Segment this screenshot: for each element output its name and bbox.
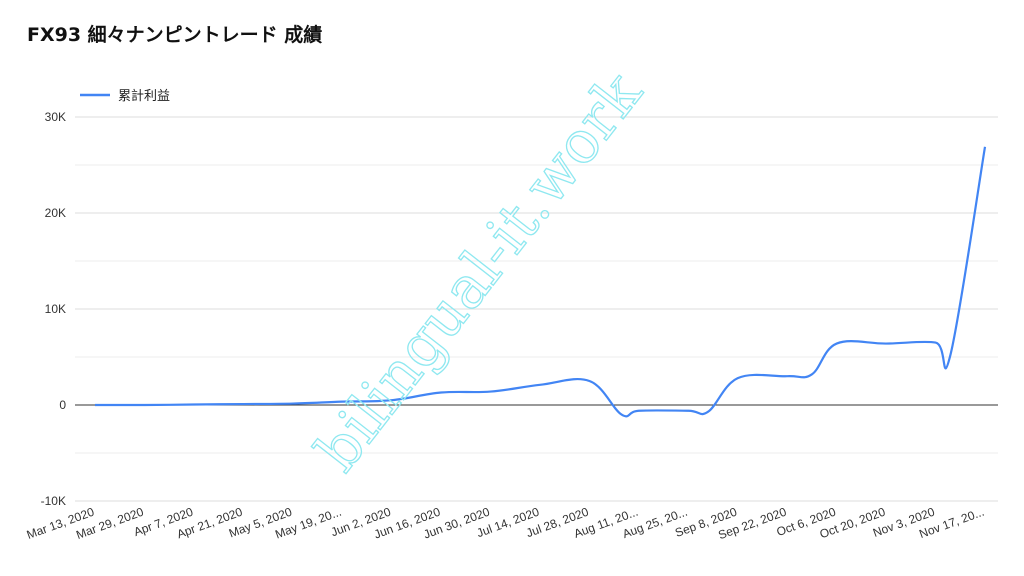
legend: 累計利益	[80, 88, 170, 104]
y-tick-label: 30K	[45, 110, 66, 124]
chart-title: FX93 細々ナンピントレード 成績	[27, 24, 323, 46]
y-tick-label: 10K	[45, 302, 66, 316]
series-line	[94, 146, 987, 418]
watermark: bilingual-it.work	[302, 59, 655, 484]
y-tick-label: 0	[59, 398, 66, 412]
y-tick-label: -10K	[41, 494, 66, 508]
legend-label: 累計利益	[118, 88, 170, 104]
y-tick-label: 20K	[45, 206, 66, 220]
